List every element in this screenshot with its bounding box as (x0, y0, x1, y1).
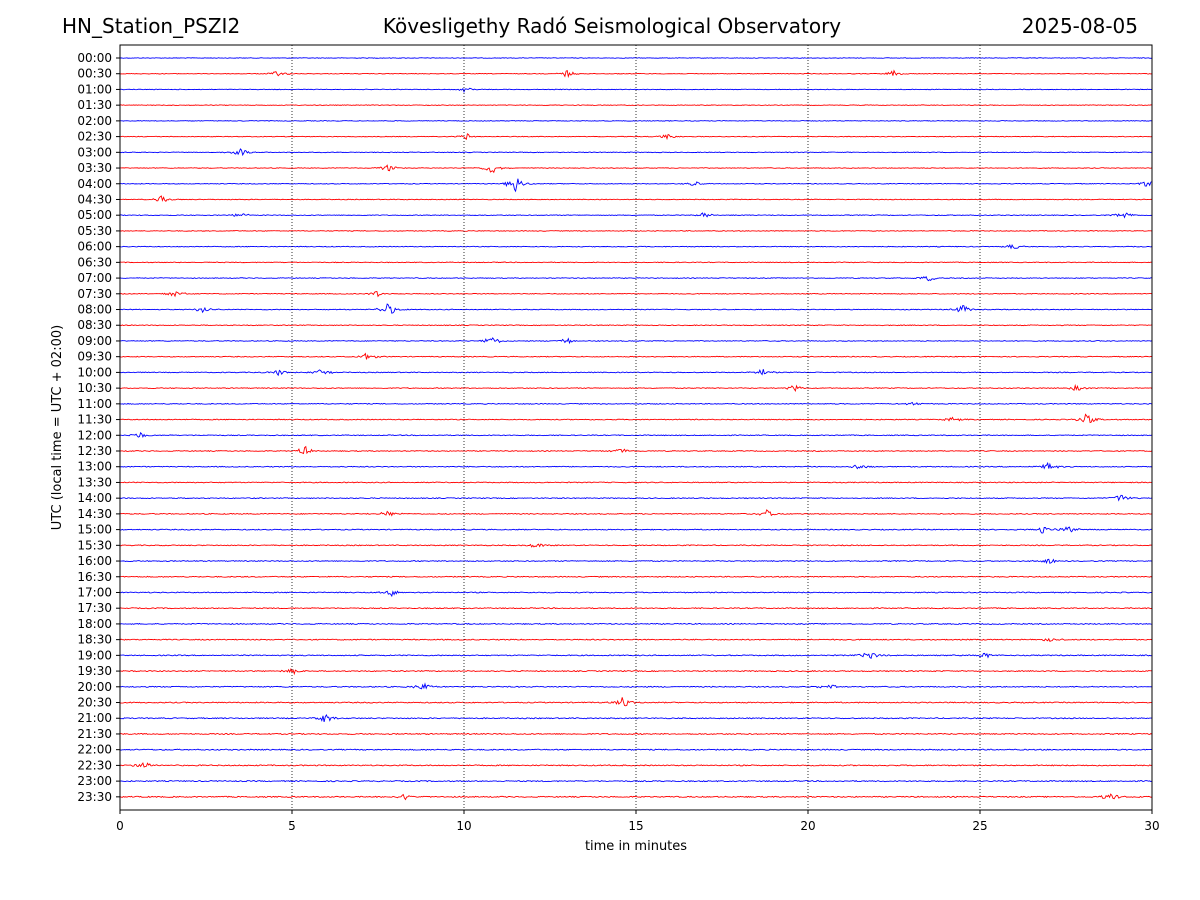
y-tick-label: 08:00 (77, 303, 112, 317)
y-tick-label: 01:00 (77, 82, 112, 96)
y-axis-label: UTC (local time = UTC + 02:00) (50, 325, 65, 530)
x-axis-ticks: 0 5 10 15 20 25 30 (116, 810, 1160, 833)
y-tick-label: 19:00 (77, 648, 112, 662)
y-tick-label: 06:00 (77, 240, 112, 254)
y-tick-label: 05:30 (77, 224, 112, 238)
y-tick-label: 17:30 (77, 601, 112, 615)
y-tick-label: 21:30 (77, 727, 112, 741)
y-tick-label: 18:00 (77, 617, 112, 631)
y-tick-label: 12:00 (77, 428, 112, 442)
x-axis-label: time in minutes (585, 839, 687, 854)
y-tick-label: 08:30 (77, 318, 112, 332)
observatory-title: Kövesligethy Radó Seismological Observat… (382, 14, 842, 38)
trace-2130 (119, 732, 1153, 736)
y-tick-label: 05:00 (77, 208, 112, 222)
trace-1230 (119, 445, 1153, 455)
trace-0900 (119, 337, 1153, 345)
y-tick-label: 13:00 (77, 460, 112, 474)
trace-0700 (119, 275, 1153, 282)
trace-1700 (119, 590, 1153, 598)
trace-1100 (119, 401, 1153, 406)
trace-2200 (119, 748, 1153, 751)
y-tick-label: 10:30 (77, 381, 112, 395)
x-tick-label: 20 (800, 819, 815, 833)
y-tick-label: 11:30 (77, 413, 112, 427)
x-tick-label: 5 (288, 819, 296, 833)
x-tick-label: 10 (456, 819, 471, 833)
y-tick-label: 16:00 (77, 554, 112, 568)
y-tick-label: 16:30 (77, 570, 112, 584)
trace-0300 (119, 148, 1153, 157)
y-tick-label: 22:30 (77, 758, 112, 772)
y-tick-label: 09:30 (77, 350, 112, 364)
y-tick-label: 17:00 (77, 585, 112, 599)
y-tick-label: 22:00 (77, 743, 112, 757)
y-tick-label: 20:30 (77, 696, 112, 710)
x-tick-label: 25 (972, 819, 987, 833)
y-tick-label: 07:00 (77, 271, 112, 285)
trace-0630 (119, 261, 1153, 264)
trace-1530 (119, 543, 1153, 548)
y-tick-label: 11:00 (77, 397, 112, 411)
y-tick-label: 21:00 (77, 711, 112, 725)
y-tick-label: 10:00 (77, 365, 112, 379)
x-tick-label: 0 (116, 819, 124, 833)
y-tick-label: 13:30 (77, 475, 112, 489)
y-tick-label: 09:00 (77, 334, 112, 348)
y-tick-label: 00:00 (77, 51, 112, 65)
trace-0730 (119, 290, 1153, 298)
y-tick-label: 00:30 (77, 67, 112, 81)
date-label: 2025-08-05 (1021, 14, 1138, 38)
trace-1200 (119, 431, 1153, 439)
y-tick-label: 14:00 (77, 491, 112, 505)
y-tick-label: 15:00 (77, 523, 112, 537)
y-tick-label: 04:00 (77, 177, 112, 191)
y-tick-label: 07:30 (77, 287, 112, 301)
y-tick-label: 20:00 (77, 680, 112, 694)
trace-2100 (119, 713, 1153, 722)
trace-2030 (119, 697, 1153, 707)
y-tick-label: 02:30 (77, 130, 112, 144)
y-tick-label: 01:30 (77, 98, 112, 112)
y-tick-label: 18:30 (77, 633, 112, 647)
y-tick-label: 23:30 (77, 790, 112, 804)
y-tick-label: 12:30 (77, 444, 112, 458)
x-tick-label: 15 (628, 819, 643, 833)
trace-0100 (119, 87, 1153, 94)
y-tick-label: 14:30 (77, 507, 112, 521)
x-tick-label: 30 (1144, 819, 1159, 833)
y-tick-label: 03:30 (77, 161, 112, 175)
y-tick-label: 06:30 (77, 255, 112, 269)
trace-0030 (119, 69, 1153, 79)
trace-1500 (119, 526, 1152, 534)
trace-0430 (119, 195, 1153, 202)
vertical-gridlines (291, 45, 981, 810)
trace-2330 (119, 793, 1153, 801)
trace-0800 (119, 303, 1153, 314)
y-tick-label: 19:30 (77, 664, 112, 678)
y-tick-label: 15:30 (77, 538, 112, 552)
trace-0230 (119, 133, 1153, 141)
trace-1730 (119, 607, 1153, 610)
y-tick-label: 04:30 (77, 192, 112, 206)
y-tick-label: 23:00 (77, 774, 112, 788)
station-name: HN_Station_PSZI2 (62, 14, 241, 38)
trace-1330 (119, 481, 1153, 484)
trace-1400 (119, 494, 1153, 502)
y-tick-label: 03:00 (77, 145, 112, 159)
y-tick-label: 02:00 (77, 114, 112, 128)
trace-1130 (119, 413, 1153, 424)
trace-0500 (119, 212, 1153, 219)
trace-1300 (119, 461, 1153, 470)
trace-0830 (119, 324, 1153, 327)
trace-2000 (119, 682, 1153, 690)
